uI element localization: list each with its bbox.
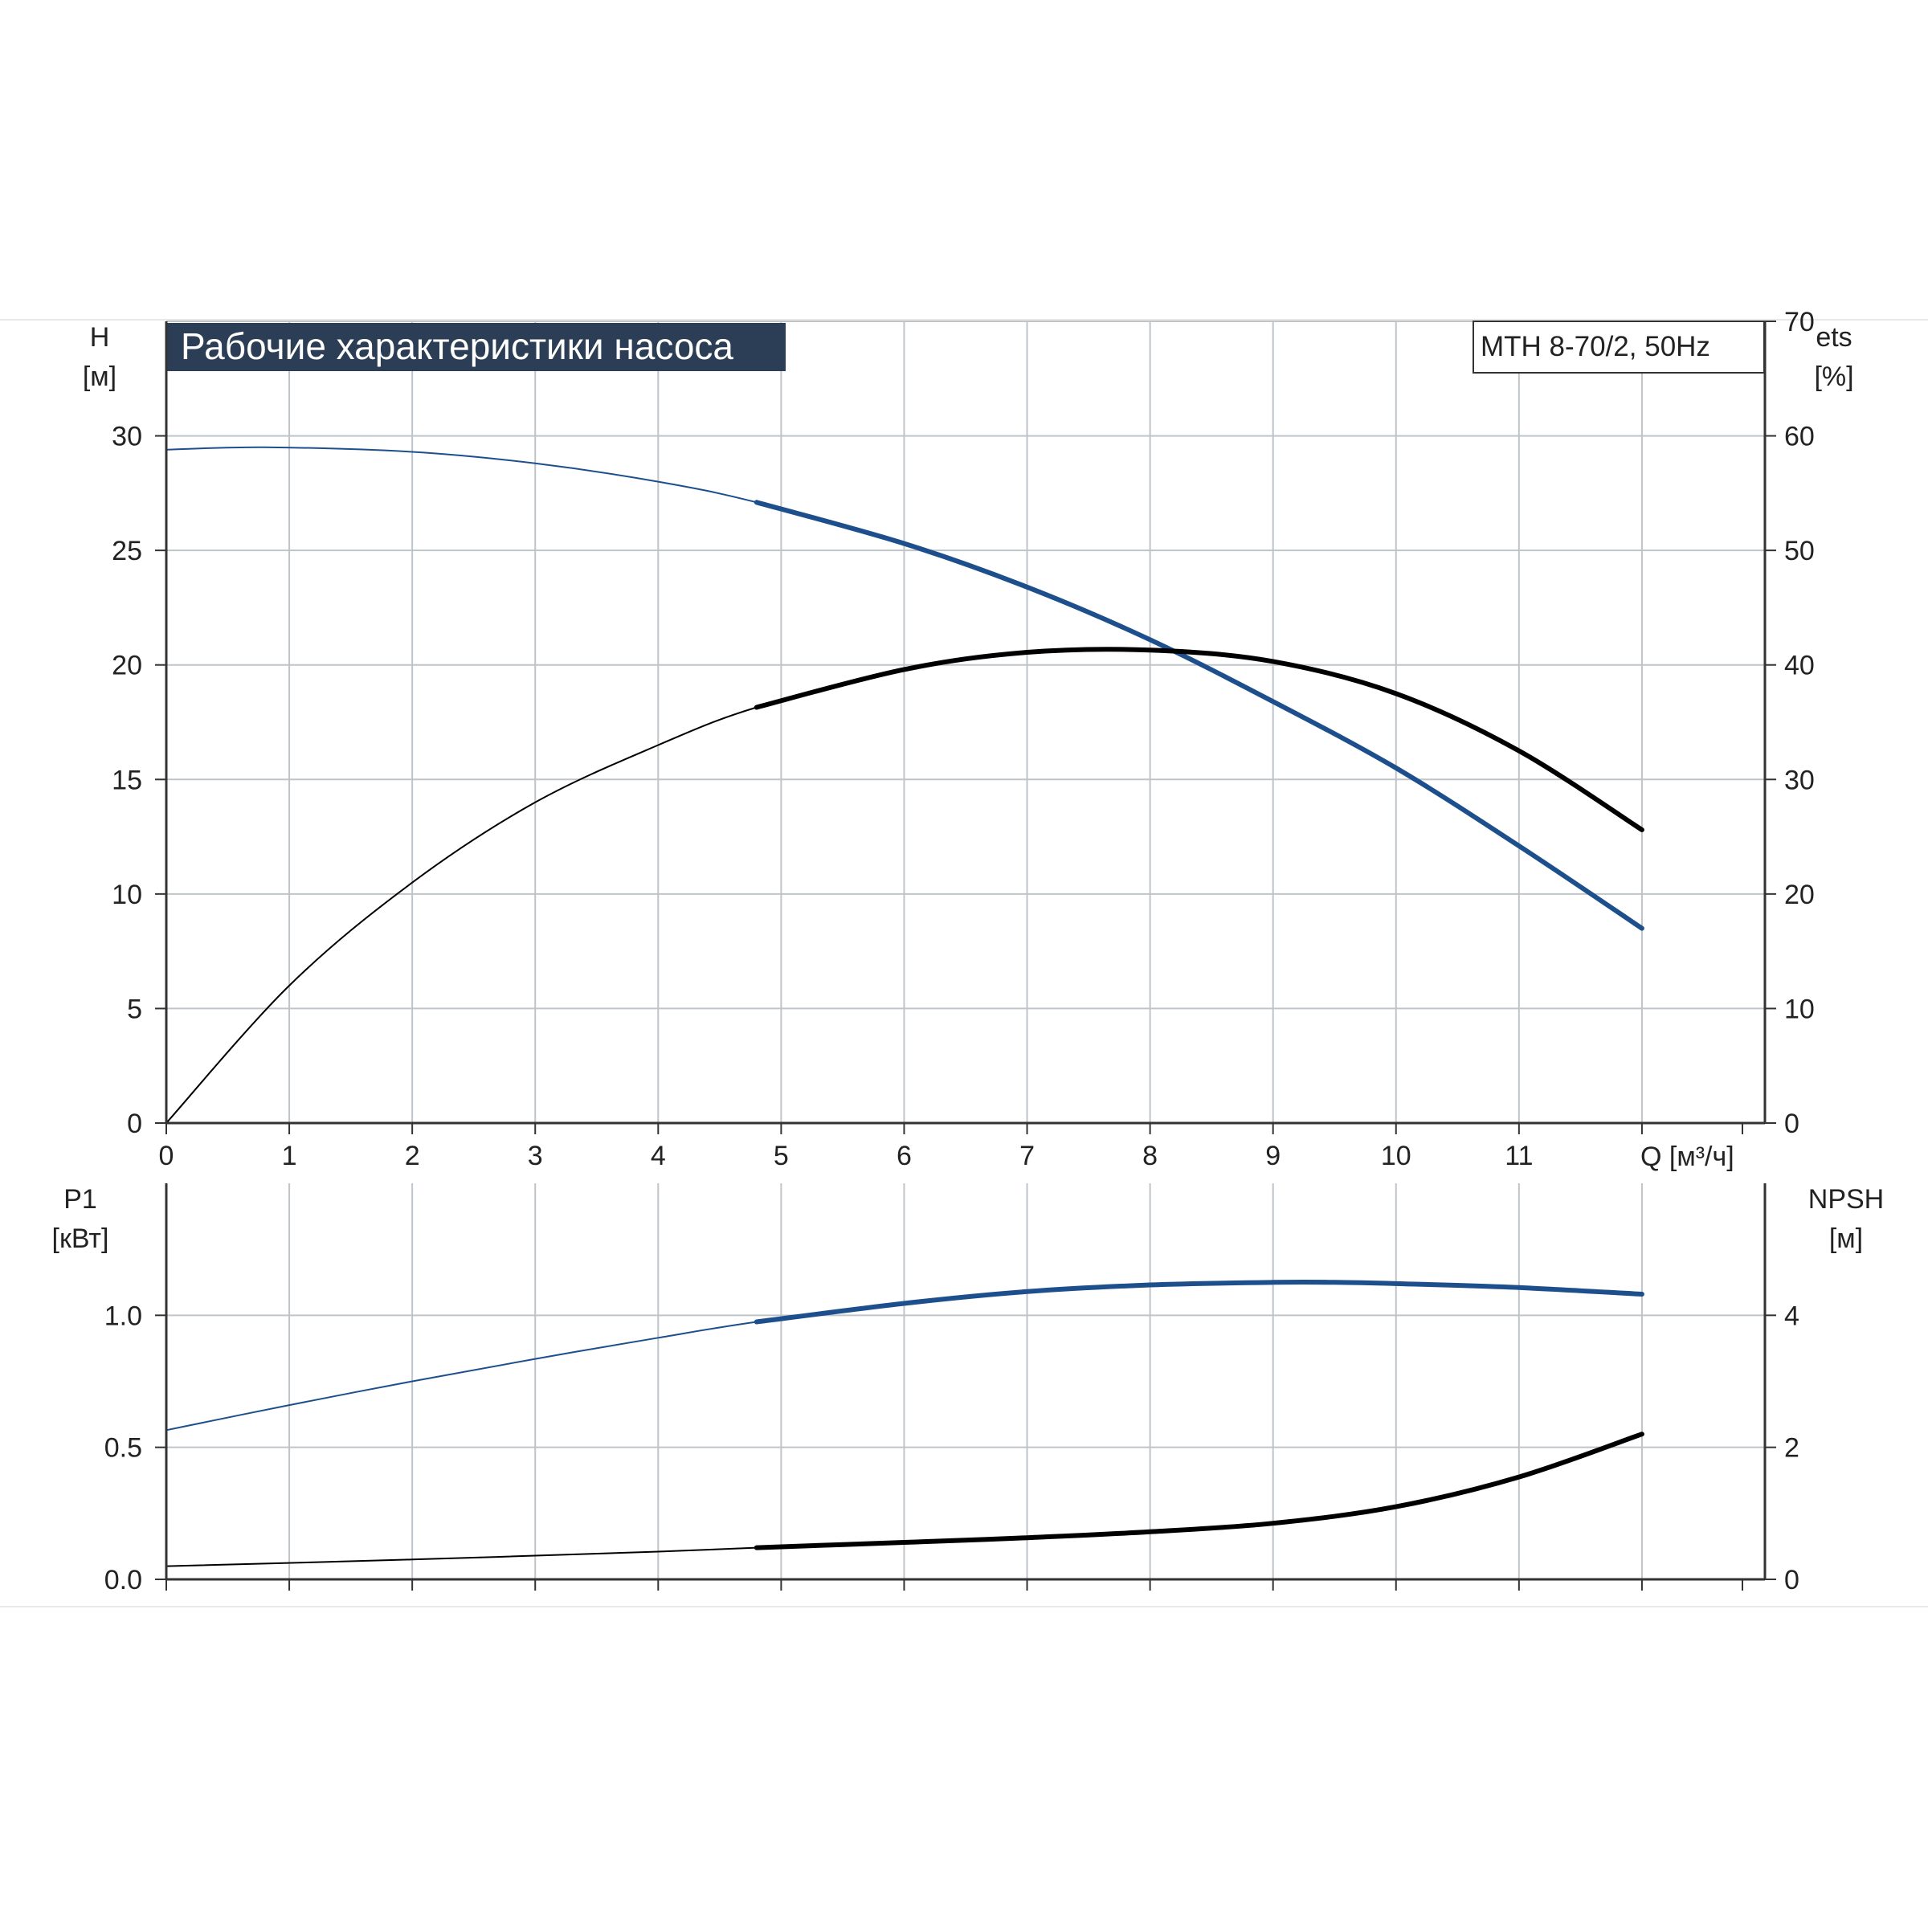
x-tick-label: 10 <box>1381 1141 1411 1171</box>
bottom-series-0-duty-range <box>754 1279 1644 1325</box>
top-right-tick-label: 60 <box>1784 422 1815 452</box>
top-right-tick-label: 40 <box>1784 651 1815 681</box>
top-left-tick-label: 10 <box>112 880 142 910</box>
x-tick-label: 8 <box>1142 1141 1158 1171</box>
x-tick-label: 7 <box>1019 1141 1035 1171</box>
bottom-series-1-duty-range <box>754 1432 1644 1550</box>
x-tick-label: 0 <box>159 1141 174 1171</box>
top-series-1-duty-range <box>754 647 1644 832</box>
top-left-axis-unit: [м] <box>83 361 116 392</box>
chart-title: Рабочие характеристики насоса <box>181 325 733 367</box>
x-tick-label: 1 <box>282 1141 297 1171</box>
x-axis-label: Q [м³/ч] <box>1640 1142 1734 1172</box>
top-left-tick-label: 15 <box>112 765 142 795</box>
x-tick-label: 11 <box>1505 1141 1533 1171</box>
top-right-axis-label: ets <box>1816 322 1852 353</box>
top-left-tick-label: 5 <box>127 994 142 1024</box>
x-tick-label: 6 <box>897 1141 912 1171</box>
top-right-axis-unit: [%] <box>1814 361 1853 392</box>
model-label-box <box>1473 321 1765 374</box>
top-left-tick-label: 0 <box>127 1109 142 1139</box>
x-tick-label: 4 <box>651 1141 666 1171</box>
top-left-tick-label: 30 <box>112 422 142 452</box>
bottom-right-axis-unit: [м] <box>1829 1223 1863 1254</box>
bottom-right-axis-label: NPSH <box>1808 1184 1884 1215</box>
x-tick-label: 9 <box>1265 1141 1281 1171</box>
x-tick-label: 2 <box>405 1141 420 1171</box>
top-panel-axes: 0 5 10 15 20 25 30 0 10 20 30 40 50 60 70 0 1 2 3 4 5 6 7 8 9 10 1… <box>112 307 1815 1171</box>
top-panel-grid <box>166 321 1765 1123</box>
top-right-tick-label: 30 <box>1784 765 1815 795</box>
chart-title-box <box>166 323 786 371</box>
bottom-left-axis-unit: [кВт] <box>52 1223 109 1254</box>
top-right-tick-label: 10 <box>1784 994 1815 1024</box>
bottom-right-tick-label: 4 <box>1784 1301 1799 1331</box>
top-series-0-duty-range <box>754 500 1644 931</box>
bottom-right-tick-label: 0 <box>1784 1565 1799 1595</box>
model-label: MTH 8-70/2, 50Hz <box>1481 331 1710 362</box>
top-right-tick-label: 20 <box>1784 880 1815 910</box>
x-tick-label: 3 <box>528 1141 543 1171</box>
x-tick-label: 5 <box>774 1141 789 1171</box>
bottom-left-tick-label: 1.0 <box>104 1301 142 1331</box>
top-right-tick-label: 0 <box>1784 1109 1799 1139</box>
top-right-tick-label: 50 <box>1784 536 1815 566</box>
top-left-tick-label: 20 <box>112 651 142 681</box>
bottom-right-tick-label: 2 <box>1784 1433 1799 1464</box>
top-left-tick-label: 25 <box>112 536 142 566</box>
top-panel-series <box>165 446 1644 1124</box>
bottom-left-tick-label: 0.0 <box>104 1565 142 1595</box>
bottom-panel-series <box>165 1279 1644 1567</box>
bottom-panel-axes: 0.0 0.5 1.0 0 2 4 <box>104 1183 1799 1595</box>
bottom-left-tick-label: 0.5 <box>104 1433 142 1464</box>
bottom-left-axis-label: P1 <box>63 1184 97 1215</box>
top-right-tick-label: 70 <box>1784 307 1815 337</box>
bottom-panel-grid <box>166 1183 1765 1579</box>
top-left-axis-label: H <box>90 322 110 353</box>
